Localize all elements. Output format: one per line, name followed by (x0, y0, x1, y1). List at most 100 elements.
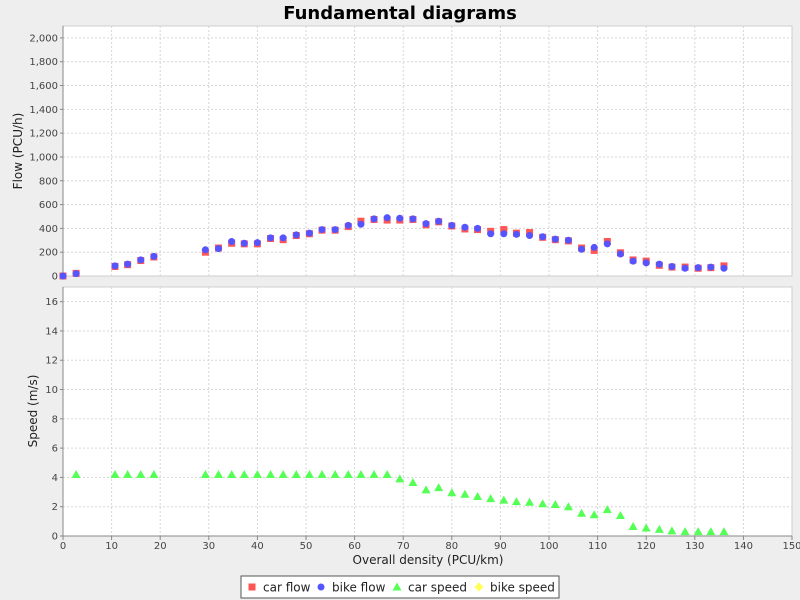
x-tick-label: 80 (445, 541, 458, 552)
flow-y-tick-label: 1,400 (29, 105, 58, 116)
car-speed-point (110, 469, 120, 478)
bike-flow-point (228, 237, 236, 245)
flow-y-tick-label: 1,000 (29, 152, 58, 163)
bike-flow-point (344, 221, 352, 229)
bike-flow-point (201, 246, 209, 254)
car-speed-point (719, 527, 729, 536)
speed-y-tick-label: 0 (52, 532, 58, 543)
flow-y-tick-label: 2,000 (29, 33, 58, 44)
bike-flow-point (461, 223, 469, 231)
flow-grid (63, 26, 792, 276)
bike-flow-point (526, 232, 534, 240)
car-flow-point (500, 226, 508, 234)
car-speed-point (563, 502, 573, 511)
bike-flow-point (396, 214, 404, 222)
x-tick-label: 70 (397, 541, 410, 552)
bike-flow-point (305, 229, 313, 237)
car-speed-point (628, 521, 638, 530)
bike-flow-point (72, 270, 80, 278)
car-speed-point (330, 469, 340, 478)
legend-bike-flow-label: bike flow (332, 581, 386, 595)
x-tick-label: 20 (154, 541, 167, 552)
bike-flow-point (578, 245, 586, 253)
car-speed-point (615, 510, 625, 519)
x-tick-label: 140 (734, 541, 753, 552)
bike-flow-point (590, 243, 598, 251)
bike-flow-point (487, 230, 495, 238)
flow-y-axis-label: Flow (PCU/h) (11, 113, 25, 190)
bike-flow-point (124, 260, 132, 268)
bike-flow-point (111, 262, 119, 270)
car-speed-point (408, 478, 418, 487)
bike-flow-point (707, 263, 715, 271)
speed-y-axis-label: Speed (m/s) (26, 375, 40, 448)
bike-flow-point (551, 235, 559, 243)
bike-flow-point (409, 215, 417, 223)
flow-y-tick-label: 800 (39, 176, 58, 187)
car-speed-point (525, 497, 535, 506)
x-tick-label: 100 (539, 541, 558, 552)
car-speed-point (589, 510, 599, 519)
car-speed-point (654, 524, 664, 533)
flow-y-tick-label: 1,800 (29, 57, 58, 68)
bike-flow-point (681, 264, 689, 272)
speed-y-tick-label: 12 (45, 356, 58, 367)
speed-y-tick-label: 6 (52, 444, 58, 455)
bike-flow-point (422, 220, 430, 228)
bike-flow-point (642, 259, 650, 267)
car-speed-point (667, 526, 677, 535)
legend-bike-speed-marker (474, 582, 484, 592)
x-axis: 0 10 20 30 40 50 60 70 80 90 100 110 120 130 140 150 (60, 535, 800, 552)
car-speed-point (473, 491, 483, 500)
car-speed-point (71, 469, 81, 478)
speed-y-tick-label: 16 (45, 297, 58, 308)
bike-flow-point (267, 234, 275, 242)
car-speed-point (149, 469, 159, 478)
car-speed-point (266, 469, 276, 478)
chart-title: Fundamental diagrams (283, 3, 517, 24)
car-speed-point (136, 469, 146, 478)
bike-flow-point (331, 226, 339, 234)
flow-y-axis: 0 200 400 600 800 1,000 1,200 1,400 1,600 1,800 2,… (29, 26, 64, 283)
x-tick-label: 60 (348, 541, 361, 552)
speed-y-tick-label: 14 (45, 326, 58, 337)
car-speed-point (706, 527, 716, 536)
bike-flow-point (512, 230, 520, 238)
bike-flow-point (629, 257, 637, 265)
bike-flow-point (564, 236, 572, 244)
bike-flow-point (279, 234, 287, 242)
x-tick-label: 130 (685, 541, 704, 552)
legend-car-speed-marker (392, 582, 402, 591)
flow-y-tick-label: 1,600 (29, 81, 58, 92)
speed-series-points (71, 469, 729, 536)
car-speed-point (395, 474, 405, 483)
car-speed-point (382, 469, 392, 478)
x-tick-label: 120 (637, 541, 656, 552)
car-speed-point (200, 469, 210, 478)
bike-flow-point (215, 245, 223, 253)
car-speed-point (447, 488, 457, 497)
speed-subplot: 0 2 4 6 8 10 12 14 16 Speed (m/s) (26, 286, 793, 543)
car-speed-point (369, 469, 379, 478)
flow-y-tick-label: 0 (52, 272, 58, 283)
speed-y-axis: 0 2 4 6 8 10 12 14 16 (45, 287, 64, 543)
x-tick-label: 40 (251, 541, 264, 552)
flow-y-tick-label: 200 (39, 248, 58, 259)
car-speed-point (227, 469, 237, 478)
bike-flow-point (603, 240, 611, 248)
bike-flow-point (448, 221, 456, 229)
bike-flow-point (616, 250, 624, 258)
legend-car-flow-label: car flow (263, 581, 311, 595)
car-speed-point (343, 469, 353, 478)
bike-flow-point (137, 256, 145, 264)
bike-flow-point (655, 260, 663, 268)
car-speed-point (214, 469, 224, 478)
car-speed-point (252, 469, 262, 478)
bike-flow-point (150, 252, 158, 260)
legend-car-flow-marker (248, 583, 256, 591)
car-speed-point (499, 495, 509, 504)
speed-plot-area (62, 286, 793, 537)
car-speed-point (641, 523, 651, 532)
car-speed-point (680, 527, 690, 536)
